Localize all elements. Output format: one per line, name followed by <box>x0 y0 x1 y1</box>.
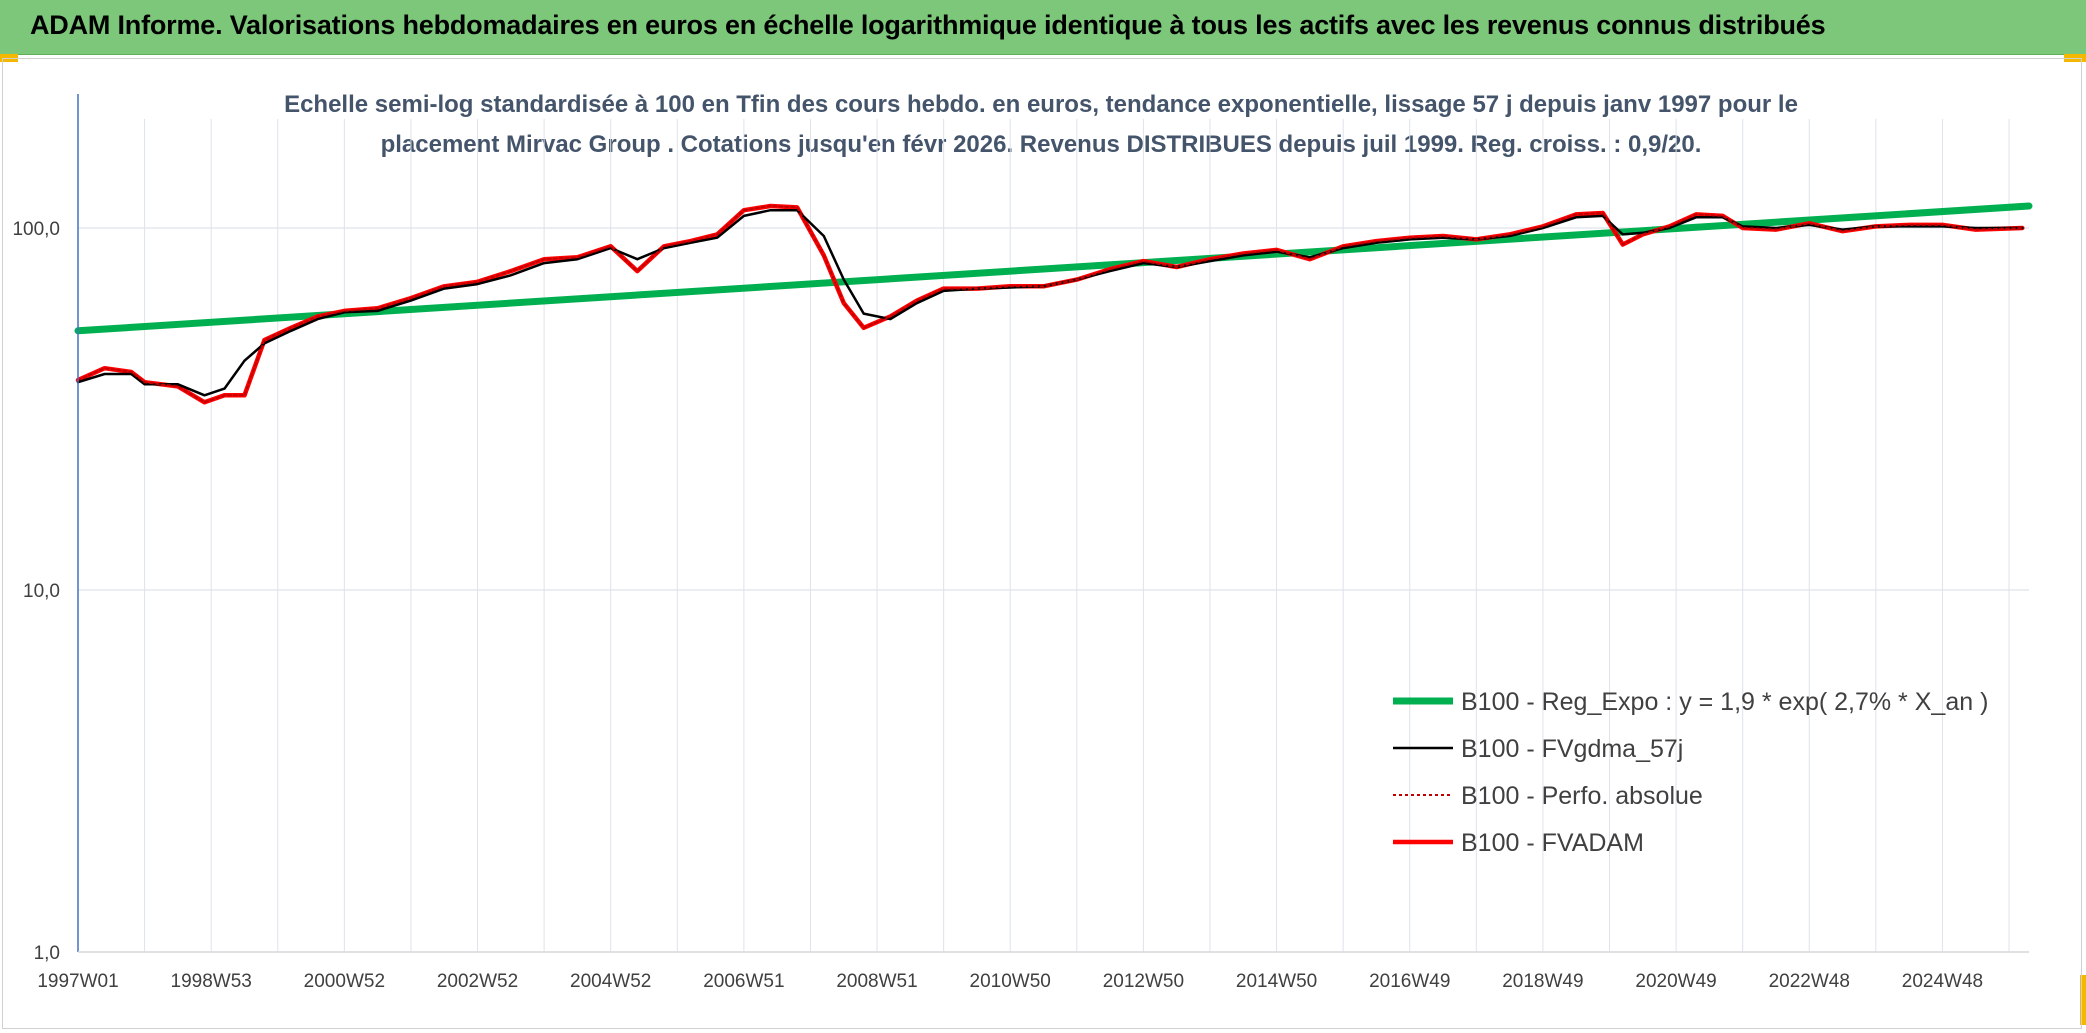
y-tick-label: 1,0 <box>34 943 60 964</box>
grid <box>77 119 2029 953</box>
x-tick-label: 1997W01 <box>37 971 118 992</box>
series-layer <box>74 202 2033 405</box>
x-tick-label: 2022W48 <box>1769 971 1850 992</box>
x-tick-label: 2012W50 <box>1103 971 1184 992</box>
chart-subtitle-line-1: Echelle semi-log standardisée à 100 en T… <box>284 91 1798 118</box>
chart-subtitle-line-2: placement Mirvac Group . Cotations jusqu… <box>381 131 1702 158</box>
report-title: ADAM Informe. Valorisations hebdomadaire… <box>30 10 1826 40</box>
legend-entry: B100 - FVgdma_57j <box>1461 735 1683 763</box>
series-perfo-absolue-line <box>77 205 2024 404</box>
x-tick-label: 2004W52 <box>570 971 651 992</box>
x-tick-label: 2006W51 <box>703 971 784 992</box>
chart-plot: Echelle semi-log standardisée à 100 en T… <box>12 91 2033 992</box>
corner-accent-bottom-right <box>2080 975 2086 1025</box>
series-fvgdma-line <box>76 208 2024 397</box>
legend-entry: B100 - FVADAM <box>1461 829 1644 857</box>
x-tick-label: 2018W49 <box>1502 971 1583 992</box>
report-banner: ADAM Informe. Valorisations hebdomadaire… <box>0 0 2086 55</box>
chart-frame: Echelle semi-log standardisée à 100 en T… <box>2 58 2082 1029</box>
y-tick-label: 10,0 <box>23 581 60 602</box>
x-tick-label: 2014W50 <box>1236 971 1317 992</box>
axes: 1,0 10,0 100,0 1997W01 1998W53 2000W52 2002W52… <box>12 94 2029 992</box>
x-tick-label: 2002W52 <box>437 971 518 992</box>
x-tick-label: 2016W49 <box>1369 971 1450 992</box>
series-reg-expo-line <box>74 202 2033 335</box>
x-tick-label: 2020W49 <box>1635 971 1716 992</box>
series-fvadam-line <box>75 203 2025 405</box>
x-tick-label: 1998W53 <box>171 971 252 992</box>
x-tick-label: 2024W48 <box>1902 971 1983 992</box>
legend: B100 - Reg_Expo : y = 1,9 * exp( 2,7% * … <box>1393 688 1988 857</box>
legend-entry: B100 - Perfo. absolue <box>1461 782 1703 810</box>
legend-entry: B100 - Reg_Expo : y = 1,9 * exp( 2,7% * … <box>1461 688 1988 716</box>
x-tick-label: 2000W52 <box>304 971 385 992</box>
x-tick-label: 2010W50 <box>970 971 1051 992</box>
y-tick-label: 100,0 <box>12 219 60 240</box>
x-tick-label: 2008W51 <box>836 971 917 992</box>
